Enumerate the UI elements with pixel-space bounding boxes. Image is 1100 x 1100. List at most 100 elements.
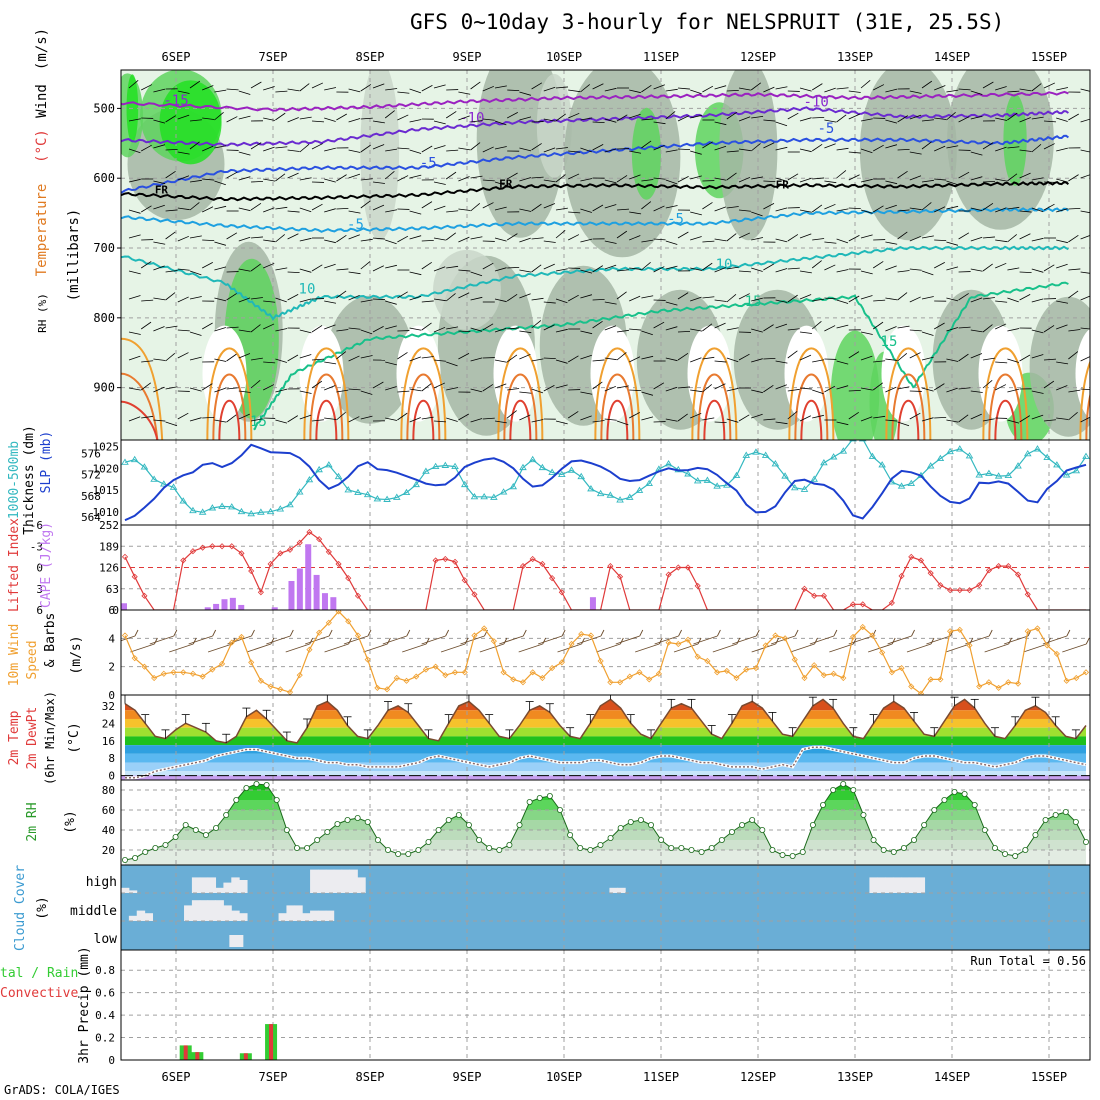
wind-barb — [872, 205, 884, 213]
isotherm-label: 15 — [881, 334, 898, 350]
wind-barb — [970, 90, 983, 95]
warm-isotherm — [982, 347, 1029, 440]
thickness-point — [625, 493, 634, 500]
thickness-point — [160, 480, 168, 487]
wind-barb — [592, 320, 603, 329]
wind-barb — [1007, 267, 1020, 271]
wind-tick-label: 0 — [108, 689, 115, 702]
wind-barb — [958, 326, 971, 329]
wind-barb — [433, 420, 446, 423]
rh-point — [718, 837, 725, 844]
wind-barb — [946, 145, 959, 149]
surface-wind-barb — [382, 635, 407, 645]
wind-barb — [336, 389, 349, 393]
wind-barb — [616, 352, 627, 361]
rh-point — [122, 857, 129, 864]
wind-barb — [324, 178, 336, 183]
surface-wind-barb — [363, 643, 388, 653]
wind-barb — [604, 418, 617, 421]
wind-barb — [568, 89, 581, 93]
wind-barb — [1043, 82, 1056, 89]
wind-barb — [1093, 145, 1100, 152]
wind-barb — [384, 170, 395, 180]
isotherm-label: FR — [776, 179, 790, 192]
wind-barb — [202, 206, 214, 213]
wind-barb — [324, 300, 337, 304]
thickness-point — [577, 472, 586, 480]
wind-barb — [641, 239, 654, 243]
temperature-band — [125, 753, 1086, 763]
wind-barb — [421, 300, 434, 303]
wind-barb — [836, 87, 849, 90]
wind-barb — [458, 208, 471, 211]
wind-barb — [653, 121, 666, 125]
isotherm-minus5-lower — [121, 207, 1070, 233]
lifted-index-point — [820, 592, 827, 599]
wind-barb — [275, 112, 286, 121]
lifted-index-point — [898, 572, 905, 580]
wind-barb — [1056, 300, 1069, 304]
wind-barb — [629, 389, 642, 392]
wind-barb — [336, 290, 347, 299]
thickness-point — [810, 475, 818, 482]
wind-barb — [519, 116, 532, 121]
wind-barb — [299, 268, 312, 273]
wind-barb — [311, 120, 324, 123]
wind-barb — [629, 211, 642, 215]
wind-barb — [470, 81, 481, 90]
surface-wind-barb — [130, 643, 155, 653]
wind10m-frame — [120, 609, 1091, 696]
cloud-cell — [207, 877, 217, 893]
wind-barb — [665, 265, 678, 270]
wind-speed-point — [976, 683, 983, 690]
wind-barb — [519, 293, 531, 299]
rh-point — [880, 847, 887, 854]
wind-speed-point — [927, 676, 934, 683]
wind-barb — [885, 119, 898, 124]
surface-wind-barb — [402, 643, 427, 653]
wind-barb — [336, 411, 346, 421]
wind-barb — [1068, 329, 1081, 332]
wind-barb — [263, 178, 276, 182]
lifted-axis-title: Lifted Index — [7, 518, 22, 612]
dry-region — [299, 325, 344, 422]
wind-barb — [934, 178, 947, 181]
wind-barb — [775, 177, 788, 182]
wind-barb — [189, 270, 202, 276]
wind-barb — [982, 297, 995, 300]
wind-barb — [446, 265, 459, 269]
wind-barb — [263, 361, 276, 364]
wind-barb — [519, 330, 532, 334]
precip-frame — [120, 949, 1091, 1061]
wind-barb — [433, 84, 446, 89]
wind-barb — [433, 382, 446, 389]
wind-barb — [934, 206, 946, 213]
thickness-point — [519, 463, 527, 471]
wind-tick-label: 6 — [108, 604, 115, 617]
thickness-point — [451, 462, 459, 470]
rh-point — [374, 837, 381, 844]
wind-barb — [470, 271, 483, 277]
temp-tick-label: 32 — [102, 700, 115, 713]
wind-barb — [543, 179, 556, 183]
thickness-point — [276, 505, 285, 512]
dry-region — [493, 325, 538, 422]
thickness-point — [985, 469, 993, 476]
wind-barb — [690, 296, 702, 302]
rh-point — [385, 847, 392, 854]
wind-barb — [531, 143, 542, 151]
wind-barb — [263, 384, 275, 391]
wind-barb — [799, 209, 812, 213]
wind-barb — [921, 387, 934, 392]
wind-barb — [702, 356, 715, 360]
rh-point — [911, 837, 918, 844]
wind-barb — [995, 86, 1007, 91]
y-tick-label: 700 — [93, 241, 115, 255]
bottom-day-label: 10SEP — [546, 1070, 582, 1084]
wind-barb — [165, 325, 178, 329]
wind-barb — [909, 207, 922, 211]
wind-barb — [531, 82, 543, 90]
wind-speed-point — [597, 657, 604, 665]
wind-barb — [616, 420, 629, 426]
wind-barb — [604, 325, 617, 331]
